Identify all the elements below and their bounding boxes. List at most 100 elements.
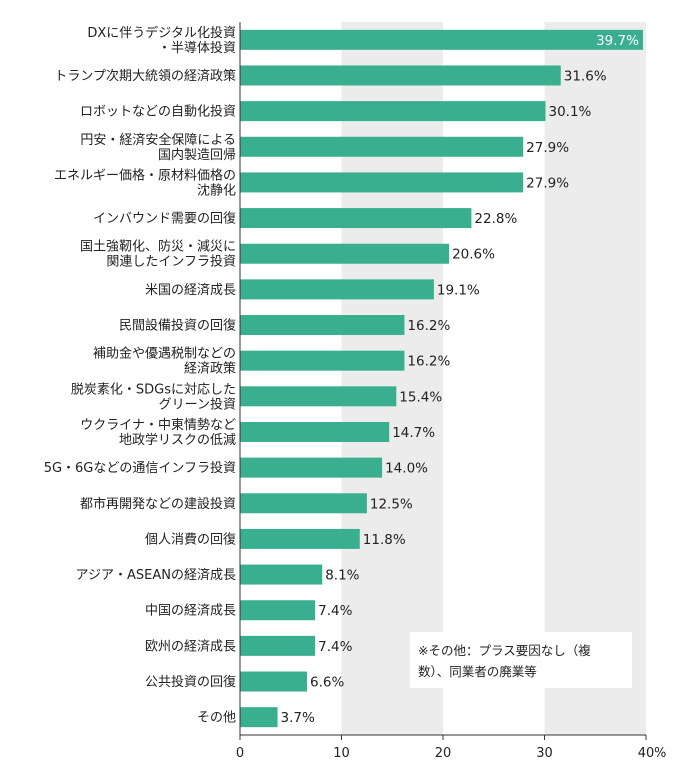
category-label-line: 個人消費の回復 [145, 531, 236, 547]
category-label: 5G・6Gなどの通信インフラ投資 [44, 460, 236, 476]
category-label: 欧州の経済成長 [145, 638, 236, 654]
value-label: 15.4% [399, 389, 442, 405]
bar-3 [240, 136, 524, 157]
category-label: アジア・ASEANの経済成長 [76, 567, 236, 583]
x-tick-label: 20 [435, 746, 452, 761]
bar-2 [240, 101, 546, 122]
value-label: 11.8% [363, 532, 406, 548]
category-label-line: 米国の経済成長 [145, 282, 236, 298]
x-axis-unit: % [654, 746, 666, 761]
category-label-line: 補助金や優遇税制などの [93, 346, 236, 362]
grid-band-0 [341, 22, 443, 735]
bar-10 [240, 386, 397, 407]
bar-16 [240, 600, 316, 621]
value-label: 30.1% [549, 104, 592, 120]
bar-18 [240, 671, 307, 692]
category-label: その他 [197, 711, 236, 726]
grid-band-1 [544, 22, 646, 735]
bar-5 [240, 208, 472, 229]
bar-17 [240, 635, 316, 656]
footnote-box: ※その他：プラス要因なし（複 数）、同業者の廃業等 [410, 632, 632, 688]
category-label: 補助金や優遇税制などの経済政策 [93, 346, 236, 377]
category-label: トランプ次期大統領の経済政策 [54, 68, 236, 84]
bar-8 [240, 315, 405, 336]
category-label-line: グリーン投資 [159, 396, 236, 412]
background-bands [341, 22, 646, 735]
category-label-line: エネルギー価格・原材料価格の [54, 167, 236, 183]
category-label-line: 公共投資の回復 [145, 674, 236, 690]
category-label: DXに伴うデジタル化投資・半導体投資 [87, 25, 236, 56]
category-label: 民間設備投資の回復 [119, 318, 236, 334]
category-label-line: 脱炭素化・SDGsに対応した [71, 382, 236, 397]
category-label-line: ロボットなどの自動化投資 [80, 104, 236, 120]
category-label: 脱炭素化・SDGsに対応したグリーン投資 [71, 382, 236, 412]
x-tick-label: 30 [536, 746, 553, 761]
category-label: 個人消費の回復 [145, 531, 236, 547]
category-label: 公共投資の回復 [145, 674, 236, 690]
bar-12 [240, 457, 383, 478]
bars [240, 29, 643, 728]
category-label-line: アジア・ASEANの経済成長 [76, 567, 236, 583]
value-label: 14.7% [392, 425, 435, 441]
category-label-line: ウクライナ・中東情勢など [80, 417, 236, 433]
category-label-line: トランプ次期大統領の経済政策 [54, 68, 236, 84]
bar-14 [240, 528, 360, 549]
category-label-line: 国土強靭化、防災・減災に [80, 239, 236, 255]
footnote-line-1: ※その他：プラス要因なし（複 [418, 643, 591, 658]
category-label-line: 円安・経済安全保障による [80, 132, 236, 148]
value-label: 3.7% [281, 710, 315, 726]
category-label-line: 関連したインフラ投資 [106, 254, 236, 270]
category-label-line: 中国の経済成長 [145, 603, 236, 619]
bar-19 [240, 707, 278, 728]
category-label: ウクライナ・中東情勢など地政学リスクの低減 [80, 417, 236, 448]
category-label: インバウンド需要の回復 [93, 211, 236, 227]
bar-15 [240, 564, 323, 585]
value-label: 22.8% [474, 211, 517, 227]
value-label: 39.7% [596, 33, 639, 49]
x-tick-label: 40 [638, 746, 655, 761]
bar-4 [240, 172, 524, 193]
value-label: 14.0% [385, 461, 428, 477]
category-label-line: 地政学リスクの低減 [119, 432, 236, 448]
category-label: エネルギー価格・原材料価格の沈静化 [54, 167, 236, 198]
category-label-line: 沈静化 [197, 183, 236, 198]
category-label-line: 都市再開発などの建設投資 [80, 496, 236, 512]
value-label: 8.1% [325, 568, 359, 584]
value-label: 7.4% [318, 639, 352, 655]
value-label: 16.2% [407, 354, 450, 370]
value-label: 19.1% [437, 282, 480, 298]
bar-6 [240, 243, 450, 264]
bar-13 [240, 493, 367, 514]
bar-9 [240, 350, 405, 371]
value-label: 27.9% [526, 140, 569, 156]
category-label-line: その他 [197, 711, 236, 726]
category-label: 中国の経済成長 [145, 603, 236, 619]
value-label: 6.6% [310, 675, 344, 691]
category-label-line: ・半導体投資 [158, 40, 236, 56]
footnote-line-2: 数）、同業者の廃業等 [418, 664, 537, 679]
category-label: 円安・経済安全保障による国内製造回帰 [80, 132, 236, 163]
category-label-line: インバウンド需要の回復 [93, 211, 236, 227]
category-labels: DXに伴うデジタル化投資・半導体投資トランプ次期大統領の経済政策ロボットなどの自… [44, 25, 236, 726]
x-tick-label: 10 [333, 746, 350, 761]
value-label: 20.6% [452, 247, 495, 263]
category-label-line: DXに伴うデジタル化投資 [87, 25, 236, 41]
category-label: 米国の経済成長 [145, 282, 236, 298]
value-label: 27.9% [526, 175, 569, 191]
x-tick-label: 0 [236, 746, 244, 761]
category-label: 都市再開発などの建設投資 [80, 496, 236, 512]
value-label: 16.2% [407, 318, 450, 334]
category-label-line: 5G・6Gなどの通信インフラ投資 [44, 460, 236, 476]
value-labels: 39.7% 31.6% 30.1% 27.9% 27.9% 22.8% 20.6% 19.1%… [281, 33, 640, 726]
category-label-line: 民間設備投資の回復 [119, 318, 236, 334]
category-label-line: 経済政策 [184, 361, 236, 377]
category-label-line: 国内製造回帰 [158, 147, 236, 163]
value-label: 7.4% [318, 603, 352, 619]
category-label-line: 欧州の経済成長 [145, 638, 236, 654]
x-axis: 0 10 20 30 40% [236, 22, 666, 761]
value-label: 12.5% [370, 496, 413, 512]
bar-0 [240, 29, 643, 50]
bar-7 [240, 279, 434, 300]
category-label: ロボットなどの自動化投資 [80, 104, 236, 120]
